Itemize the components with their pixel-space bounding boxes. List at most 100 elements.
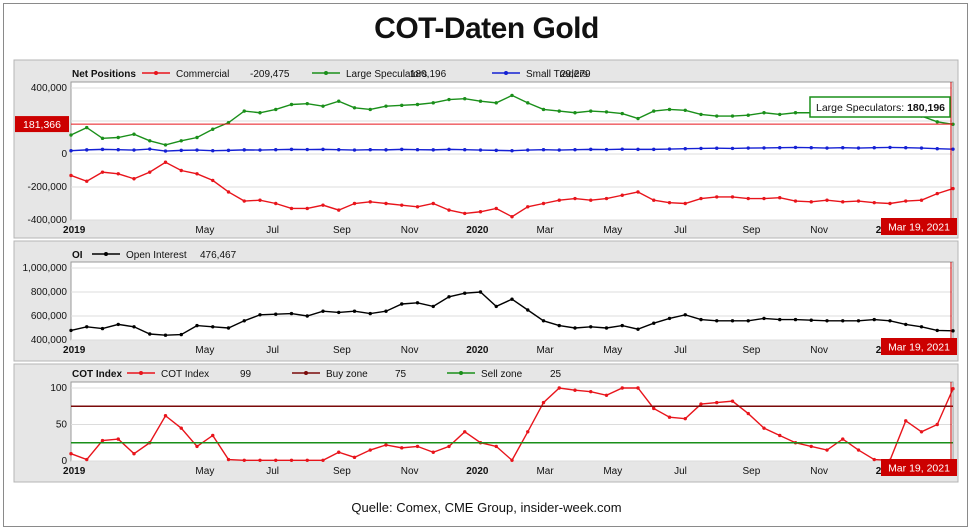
data-point bbox=[589, 109, 593, 113]
data-point bbox=[510, 149, 514, 153]
x-tick-label: Nov bbox=[401, 345, 419, 356]
data-point bbox=[384, 443, 388, 447]
data-point bbox=[85, 148, 89, 152]
data-point bbox=[573, 326, 577, 330]
data-point bbox=[211, 149, 215, 153]
x-tick-label: May bbox=[195, 225, 214, 236]
data-point bbox=[809, 444, 813, 449]
data-point bbox=[368, 148, 372, 152]
y-tick-label: 600,000 bbox=[31, 311, 68, 322]
data-point bbox=[604, 326, 609, 330]
data-point bbox=[652, 147, 656, 152]
y-tick-label: -400,000 bbox=[28, 215, 68, 226]
legend-label: Commercial bbox=[176, 69, 229, 80]
data-point bbox=[195, 135, 199, 140]
source-note: Quelle: Comex, CME Group, insider-week.c… bbox=[351, 500, 622, 515]
data-point bbox=[589, 389, 593, 394]
x-tick-label: 2019 bbox=[63, 345, 86, 356]
data-point bbox=[652, 406, 656, 411]
data-point bbox=[69, 328, 73, 333]
data-point bbox=[384, 104, 388, 108]
data-point bbox=[951, 186, 955, 191]
data-point bbox=[274, 201, 278, 206]
data-point bbox=[242, 319, 246, 323]
data-point bbox=[85, 125, 89, 130]
data-point bbox=[746, 411, 750, 416]
data-point bbox=[69, 133, 73, 137]
legend-marker bbox=[139, 371, 143, 375]
data-point bbox=[258, 148, 262, 152]
data-point bbox=[463, 211, 467, 216]
data-point bbox=[715, 319, 719, 323]
data-point bbox=[557, 323, 561, 328]
data-point bbox=[762, 146, 766, 150]
legend-value: 180,196 bbox=[410, 69, 447, 80]
data-point bbox=[825, 146, 829, 150]
data-point bbox=[384, 148, 388, 152]
data-point bbox=[69, 173, 73, 178]
x-tick-label: May bbox=[603, 345, 622, 356]
data-point bbox=[904, 199, 908, 203]
data-point bbox=[762, 426, 766, 430]
data-point bbox=[132, 148, 136, 152]
data-point bbox=[368, 448, 372, 452]
data-point bbox=[494, 148, 498, 153]
panel-oi: OI Open Interest 476,467 1,000,000 800,000 60… bbox=[13, 240, 959, 362]
data-point bbox=[699, 402, 703, 406]
x-tick-label: Sep bbox=[743, 225, 761, 236]
legend-value: 29,279 bbox=[560, 69, 591, 80]
data-point bbox=[652, 321, 656, 325]
x-tick-label: Sep bbox=[743, 345, 761, 356]
data-point bbox=[85, 325, 89, 329]
data-point bbox=[321, 203, 325, 207]
data-point bbox=[305, 206, 309, 211]
data-point bbox=[226, 148, 231, 153]
x-tick-label: Jul bbox=[674, 466, 687, 477]
tooltip-text: Large Speculators: 180,196 bbox=[816, 102, 945, 114]
x-tick-label: Mar bbox=[536, 466, 554, 477]
data-point bbox=[337, 99, 341, 103]
data-point bbox=[163, 333, 168, 337]
data-point bbox=[856, 146, 861, 150]
data-point bbox=[652, 109, 656, 113]
data-point bbox=[431, 201, 435, 206]
data-point bbox=[715, 146, 719, 150]
x-tick-label: Jul bbox=[266, 225, 279, 236]
data-point bbox=[148, 147, 152, 151]
data-point bbox=[699, 112, 703, 117]
data-point bbox=[352, 148, 357, 152]
x-tick-label: Sep bbox=[333, 466, 351, 477]
data-point bbox=[179, 426, 183, 430]
data-point bbox=[919, 325, 924, 329]
data-point bbox=[510, 458, 514, 462]
data-point bbox=[384, 309, 388, 313]
data-point bbox=[951, 387, 955, 391]
data-point bbox=[746, 113, 750, 117]
data-point bbox=[699, 196, 703, 201]
y-tick-label: 50 bbox=[56, 420, 68, 431]
data-point bbox=[667, 147, 672, 151]
data-point bbox=[620, 323, 624, 328]
data-point bbox=[541, 107, 546, 112]
legend-marker bbox=[154, 71, 158, 75]
y-tick-label: 400,000 bbox=[31, 335, 68, 346]
data-point bbox=[116, 172, 120, 176]
data-point bbox=[778, 112, 782, 117]
data-point bbox=[132, 132, 136, 136]
data-point bbox=[620, 111, 624, 116]
page-title: COT-Daten Gold bbox=[374, 12, 599, 45]
data-point bbox=[841, 319, 845, 323]
data-point bbox=[667, 415, 672, 419]
legend-value: 99 bbox=[240, 369, 252, 380]
date-badge bbox=[881, 218, 957, 235]
data-point bbox=[541, 148, 546, 152]
data-point bbox=[305, 314, 309, 318]
data-point bbox=[825, 198, 829, 202]
data-point bbox=[463, 291, 467, 295]
data-point bbox=[935, 120, 939, 124]
data-point bbox=[116, 135, 120, 140]
data-point bbox=[935, 328, 939, 333]
data-point bbox=[85, 179, 89, 183]
data-point bbox=[321, 309, 325, 313]
